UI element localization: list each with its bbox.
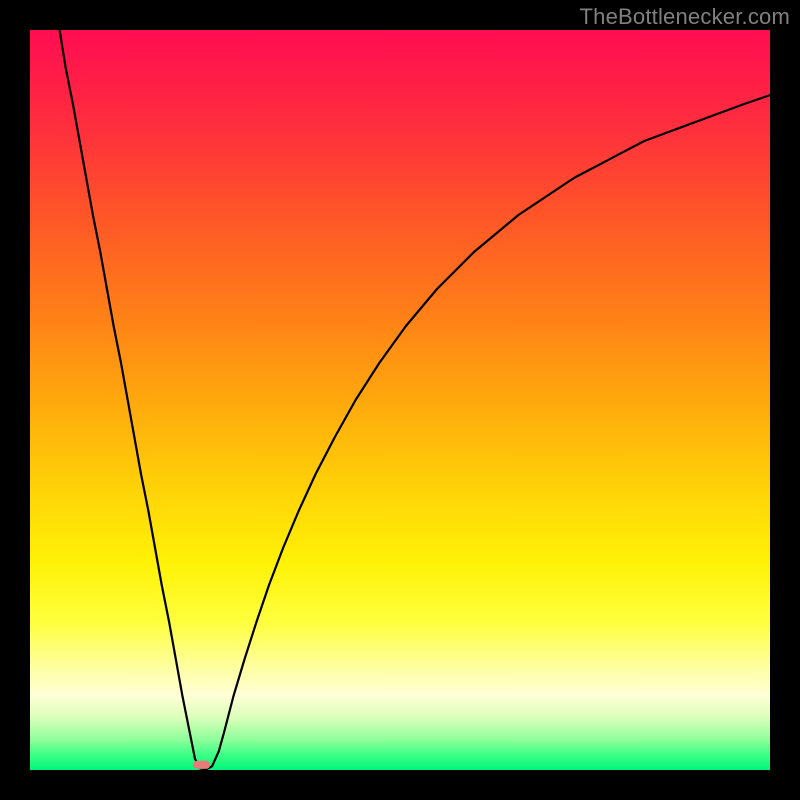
bottleneck-marker — [193, 761, 210, 769]
chart-svg — [30, 30, 770, 770]
plot-background — [30, 30, 770, 770]
watermark-text: TheBottlenecker.com — [580, 4, 790, 30]
chart-container: TheBottlenecker.com — [0, 0, 800, 800]
plot-area — [30, 30, 770, 770]
